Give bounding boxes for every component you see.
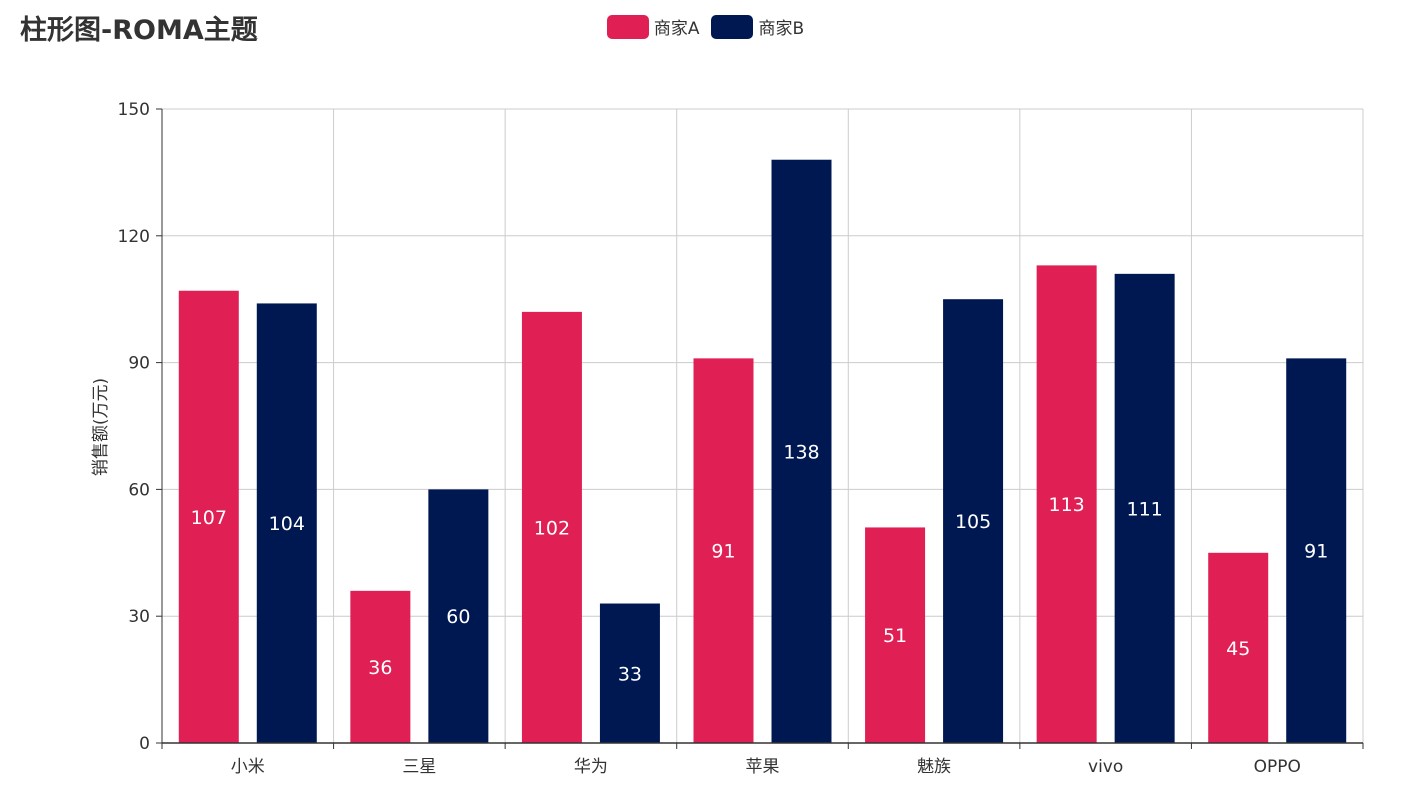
axes: 0 30 60 90 120 150 小米 三星 华为 苹果 魅族 vivo OPPO — [118, 100, 1364, 777]
bar-series-b[interactable] — [771, 159, 832, 744]
bar-value-label: 51 — [883, 625, 907, 647]
bar-series-a[interactable] — [178, 290, 239, 743]
y-tick-label: 0 — [139, 734, 150, 754]
bar-series-b[interactable] — [1114, 273, 1175, 743]
bar-series-b[interactable] — [599, 603, 660, 743]
bar-series-a[interactable] — [693, 358, 754, 743]
bar-value-label: 111 — [1127, 498, 1163, 520]
legend-label-series-b: 商家B — [758, 19, 805, 39]
legend-item-series-b[interactable]: 商家B — [711, 14, 804, 39]
y-tick-label: 60 — [128, 480, 150, 500]
grid-lines — [162, 108, 1364, 743]
bar-value-label: 105 — [955, 511, 991, 533]
bars: 107 36 102 91 51 113 45 104 60 33 138 105 111 91 — [178, 159, 1347, 744]
x-tick-label: 华为 — [574, 757, 608, 777]
x-tick-label: 苹果 — [746, 757, 780, 777]
y-tick-label: 120 — [118, 227, 150, 247]
chart-title: 柱形图-ROMA主题 — [20, 15, 258, 46]
bar-value-label: 102 — [534, 517, 570, 539]
legend-swatch-series-b — [711, 14, 754, 39]
bar-series-b[interactable] — [1286, 358, 1347, 743]
x-tick-label: 三星 — [402, 757, 436, 777]
x-tick-label: 小米 — [231, 757, 265, 777]
bar-series-a[interactable] — [865, 527, 926, 743]
bar-value-label: 107 — [191, 507, 227, 529]
y-tick-label: 90 — [128, 354, 150, 374]
x-tick-label: OPPO — [1254, 757, 1301, 777]
bar-value-label: 33 — [618, 663, 642, 685]
y-tick-label: 30 — [128, 607, 150, 627]
bar-series-b[interactable] — [256, 303, 317, 743]
legend-swatch-series-a — [606, 14, 649, 39]
bar-value-label: 104 — [269, 513, 305, 535]
bar-series-b[interactable] — [428, 489, 489, 743]
bar-series-a[interactable] — [521, 311, 582, 743]
bar-value-label: 91 — [711, 541, 735, 563]
bar-series-a[interactable] — [1208, 552, 1269, 743]
y-tick-label: 150 — [118, 100, 150, 120]
bar-value-label: 138 — [783, 441, 819, 463]
bar-series-b[interactable] — [943, 299, 1004, 743]
bar-value-label: 113 — [1049, 494, 1085, 516]
x-tick-label: 魅族 — [917, 757, 951, 777]
bar-value-label: 60 — [446, 606, 470, 628]
bar-value-label: 91 — [1304, 541, 1328, 563]
legend: 商家A 商家B — [0, 14, 1411, 39]
legend-item-series-a[interactable]: 商家A — [606, 14, 700, 39]
x-tick-label: vivo — [1088, 757, 1123, 777]
y-axis-label: 销售额(万元) — [91, 378, 111, 476]
bar-value-label: 36 — [368, 657, 392, 679]
bar-series-a[interactable] — [1036, 265, 1097, 743]
bar-series-a[interactable] — [350, 590, 411, 743]
legend-label-series-a: 商家A — [653, 19, 700, 39]
bar-value-label: 45 — [1226, 638, 1250, 660]
